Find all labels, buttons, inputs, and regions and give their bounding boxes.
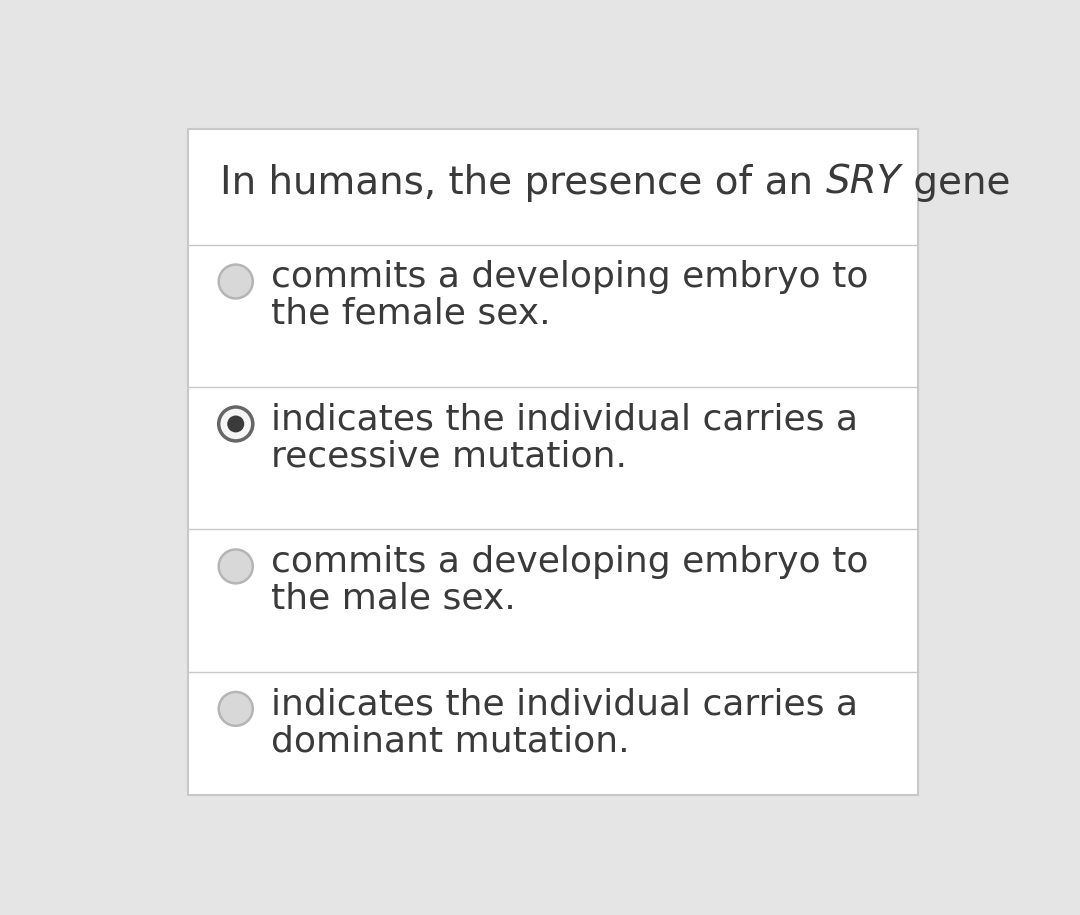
Text: commits a developing embryo to: commits a developing embryo to (271, 260, 868, 294)
Text: the female sex.: the female sex. (271, 296, 550, 331)
Text: recessive mutation.: recessive mutation. (271, 439, 626, 473)
Text: indicates the individual carries a: indicates the individual carries a (271, 687, 858, 721)
Circle shape (227, 415, 244, 433)
Text: the male sex.: the male sex. (271, 582, 515, 616)
Circle shape (218, 264, 253, 298)
FancyBboxPatch shape (188, 129, 918, 795)
Text: In humans, the presence of an: In humans, the presence of an (220, 164, 825, 201)
Text: SRY: SRY (825, 164, 901, 201)
Text: commits a developing embryo to: commits a developing embryo to (271, 544, 868, 579)
Circle shape (218, 407, 253, 441)
Text: indicates the individual carries a: indicates the individual carries a (271, 403, 858, 436)
Circle shape (218, 692, 253, 726)
Text: dominant mutation.: dominant mutation. (271, 725, 630, 759)
Text: gene: gene (901, 164, 1011, 201)
Circle shape (218, 550, 253, 584)
